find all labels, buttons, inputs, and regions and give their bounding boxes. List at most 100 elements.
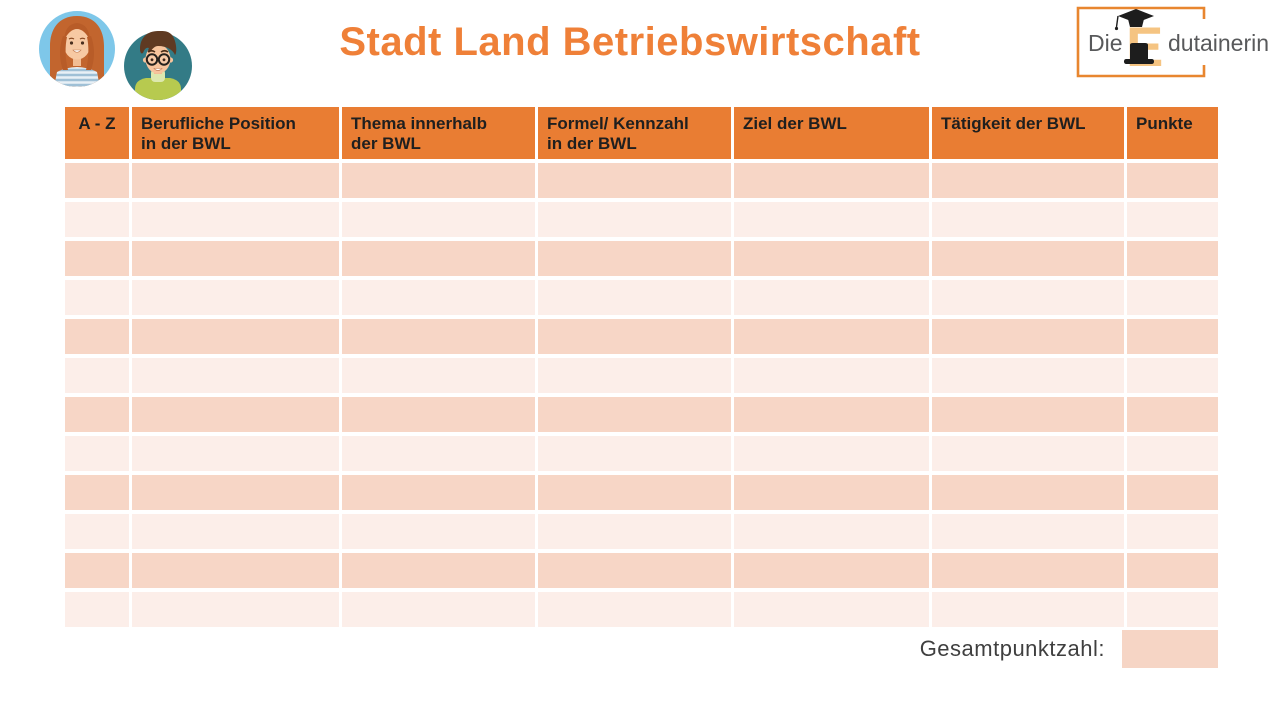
table-cell[interactable] [538, 319, 731, 354]
table-cell[interactable] [65, 280, 129, 315]
table-cell[interactable] [1127, 280, 1218, 315]
table-cell[interactable] [538, 436, 731, 471]
column-header-berufliche-position: Berufliche Position in der BWL [132, 107, 339, 159]
table-cell[interactable] [734, 592, 929, 627]
table-cell[interactable] [1127, 358, 1218, 393]
table-cell[interactable] [65, 514, 129, 549]
table-cell[interactable] [132, 397, 339, 432]
table-cell[interactable] [538, 241, 731, 276]
table-cell[interactable] [538, 514, 731, 549]
table-cell[interactable] [734, 397, 929, 432]
table-cell[interactable] [1127, 436, 1218, 471]
table-cell[interactable] [538, 553, 731, 588]
total-row: Gesamtpunktzahl: [65, 630, 1218, 668]
table-cell[interactable] [538, 475, 731, 510]
table-cell[interactable] [65, 358, 129, 393]
table-cell[interactable] [65, 397, 129, 432]
table-cell[interactable] [132, 202, 339, 237]
table-cell[interactable] [65, 592, 129, 627]
table-cell[interactable] [1127, 553, 1218, 588]
table-cell[interactable] [932, 163, 1124, 198]
female-student-avatar-icon [39, 11, 115, 87]
table-cell[interactable] [932, 319, 1124, 354]
table-cell[interactable] [65, 319, 129, 354]
table-cell[interactable] [1127, 241, 1218, 276]
table-cell[interactable] [932, 397, 1124, 432]
table-cell[interactable] [932, 592, 1124, 627]
table-cell[interactable] [342, 553, 535, 588]
logo-text-suffix: dutainerin [1168, 30, 1269, 56]
male-student-avatar-icon [124, 30, 192, 100]
table-cell[interactable] [538, 592, 731, 627]
table-cell[interactable] [65, 436, 129, 471]
table-cell[interactable] [538, 397, 731, 432]
table-cell[interactable] [1127, 163, 1218, 198]
table-cell[interactable] [734, 514, 929, 549]
table-cell[interactable] [342, 163, 535, 198]
table-cell[interactable] [342, 592, 535, 627]
table-cell[interactable] [132, 241, 339, 276]
table-cell[interactable] [65, 241, 129, 276]
table-cell[interactable] [342, 514, 535, 549]
table-cell[interactable] [342, 319, 535, 354]
edutainerin-logo: Die E dutainerin [1076, 6, 1269, 78]
table-cell[interactable] [734, 163, 929, 198]
table-cell[interactable] [734, 202, 929, 237]
table-cell[interactable] [734, 436, 929, 471]
total-score-box[interactable] [1122, 630, 1218, 668]
table-cell[interactable] [132, 553, 339, 588]
table-cell[interactable] [342, 397, 535, 432]
table-cell[interactable] [538, 358, 731, 393]
table-cell[interactable] [342, 475, 535, 510]
table-cell[interactable] [734, 319, 929, 354]
table-cell[interactable] [132, 592, 339, 627]
table-cell[interactable] [342, 202, 535, 237]
table-cell[interactable] [538, 163, 731, 198]
logo-text-prefix: Die [1088, 30, 1123, 56]
table-cell[interactable] [132, 319, 339, 354]
table-cell[interactable] [932, 475, 1124, 510]
table-cell[interactable] [342, 280, 535, 315]
table-cell[interactable] [1127, 202, 1218, 237]
column-header-thema-innerhalb: Thema innerhalb der BWL [342, 107, 535, 159]
table-cell[interactable] [538, 280, 731, 315]
table-cell[interactable] [932, 436, 1124, 471]
table-cell[interactable] [734, 358, 929, 393]
table-cell[interactable] [132, 163, 339, 198]
table-cell[interactable] [65, 475, 129, 510]
table-cell[interactable] [132, 514, 339, 549]
table-cell[interactable] [1127, 319, 1218, 354]
table-cell[interactable] [1127, 514, 1218, 549]
table-cell[interactable] [932, 514, 1124, 549]
table-cell[interactable] [132, 358, 339, 393]
table-cell[interactable] [932, 358, 1124, 393]
table-cell[interactable] [734, 241, 929, 276]
table-cell[interactable] [734, 475, 929, 510]
table-cell[interactable] [932, 553, 1124, 588]
table-cell[interactable] [932, 202, 1124, 237]
table-cell[interactable] [65, 553, 129, 588]
table-cell[interactable] [132, 280, 339, 315]
table-cell[interactable] [132, 475, 339, 510]
column-header-taetigkeit: Tätigkeit der BWL [932, 107, 1124, 159]
table-cell[interactable] [65, 202, 129, 237]
table-cell[interactable] [932, 241, 1124, 276]
table-cell[interactable] [342, 358, 535, 393]
column-header-ziel: Ziel der BWL [734, 107, 929, 159]
table-cell[interactable] [65, 163, 129, 198]
table-cell[interactable] [932, 280, 1124, 315]
top-hat-icon [1124, 43, 1154, 64]
table-cell[interactable] [538, 202, 731, 237]
table-cell[interactable] [1127, 475, 1218, 510]
table-cell[interactable] [342, 241, 535, 276]
table-cell[interactable] [734, 280, 929, 315]
total-score-label: Gesamtpunktzahl: [919, 636, 1105, 661]
table-cell[interactable] [132, 436, 339, 471]
column-header-a-z: A - Z [65, 107, 129, 159]
table-cell[interactable] [342, 436, 535, 471]
table-cell[interactable] [1127, 592, 1218, 627]
table-cell[interactable] [734, 553, 929, 588]
table-cell[interactable] [1127, 397, 1218, 432]
column-header-formel-kennzahl: Formel/ Kennzahl in der BWL [538, 107, 731, 159]
